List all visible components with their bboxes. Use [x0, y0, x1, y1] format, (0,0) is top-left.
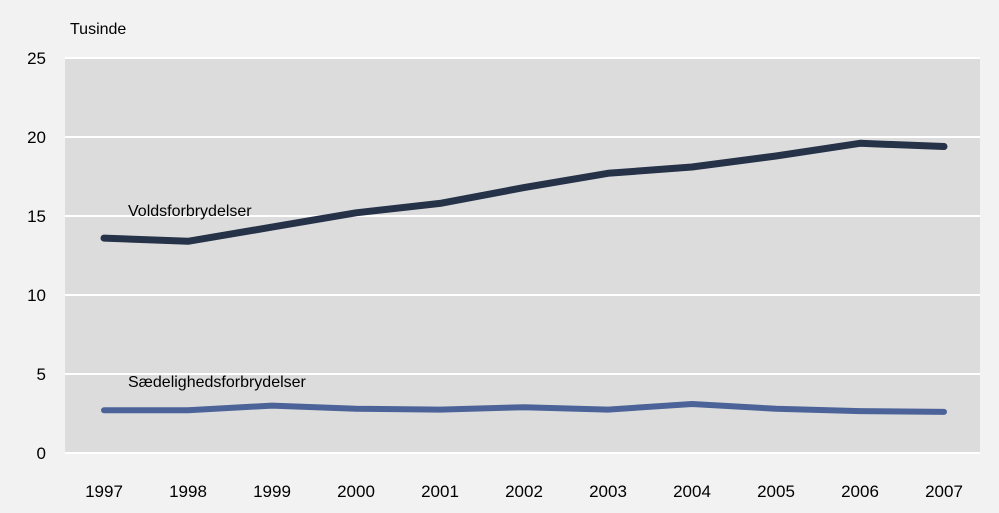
y-tick-label: 15: [27, 207, 46, 226]
y-tick-label: 5: [37, 365, 46, 384]
gridlines: [65, 57, 980, 454]
x-tick-label-1997: 1997: [85, 482, 123, 501]
y-tick-label: 20: [27, 128, 46, 147]
x-tick-label-2000: 2000: [337, 482, 375, 501]
x-tick-label-2005: 2005: [757, 482, 795, 501]
y-tick-label: 25: [27, 49, 46, 68]
x-tick-label-1999: 1999: [253, 482, 291, 501]
y-axis-ticks: 0 5 10 15 20 25: [27, 49, 46, 463]
y-tick-label: 0: [37, 444, 46, 463]
x-tick-label-2004: 2004: [673, 482, 711, 501]
x-tick-label-2001: 2001: [421, 482, 459, 501]
y-axis-unit-label: Tusinde: [70, 21, 126, 38]
x-tick-label-1998: 1998: [169, 482, 207, 501]
plot-area: [65, 58, 980, 453]
series-label-voldsforbrydelser: Voldsforbrydelser: [128, 203, 252, 220]
x-tick-label-2003: 2003: [589, 482, 627, 501]
x-axis-ticks: 1997 1998 1999 2000 2001 2002 2003 2004 2005 2006…: [85, 482, 963, 501]
x-tick-label-2002: 2002: [505, 482, 543, 501]
x-tick-label-2007: 2007: [925, 482, 963, 501]
x-tick-label-2006: 2006: [841, 482, 879, 501]
y-tick-label: 10: [27, 286, 46, 305]
series-label-saedelighedsforbrydelser: Sædelighedsforbrydelser: [128, 374, 307, 391]
series-lines: [100, 139, 948, 415]
